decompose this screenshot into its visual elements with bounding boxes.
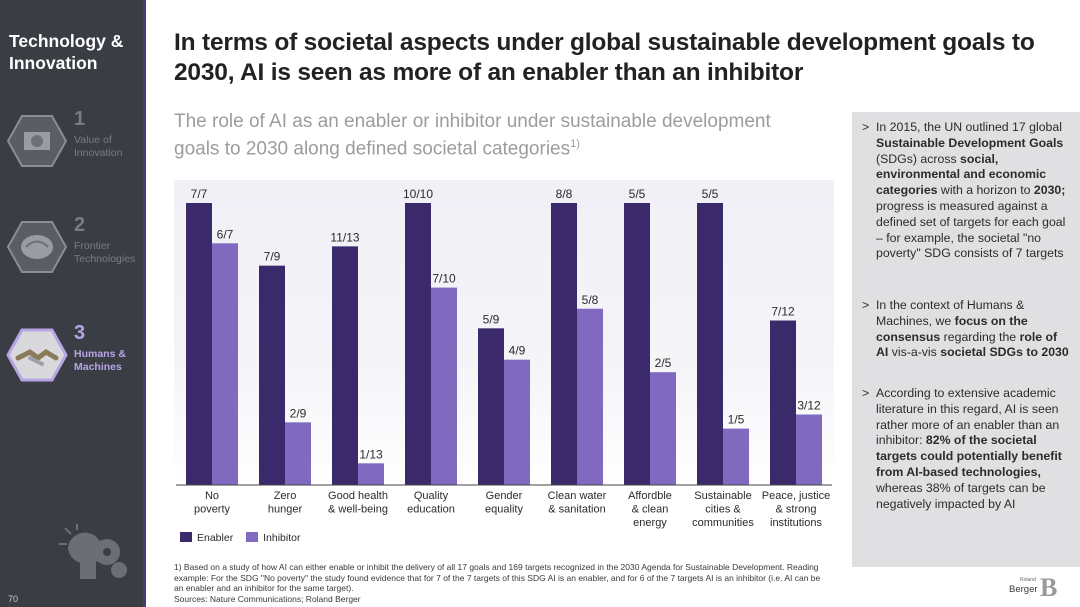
data-label: 10/10 <box>403 187 433 201</box>
footnote: 1) Based on a study of how AI can either… <box>174 562 824 604</box>
handshake-hexagon-icon <box>6 328 68 382</box>
category-label: Quality education <box>407 490 455 516</box>
bullet-text: According to extensive academic literatu… <box>876 386 1062 511</box>
sidebar-item-number: 1 <box>74 108 86 130</box>
data-label: 5/5 <box>629 187 646 201</box>
brain-hexagon-icon <box>6 221 68 273</box>
legend-swatch <box>246 532 259 542</box>
bar-enabler <box>259 265 285 485</box>
logo-mark: B <box>1040 573 1058 602</box>
category-label: No poverty <box>194 490 231 516</box>
bar-inhibitor <box>504 359 530 485</box>
bar-enabler <box>405 203 431 485</box>
footnote-text: 1) Based on a study of how AI can either… <box>174 562 821 593</box>
data-label: 5/5 <box>702 187 719 201</box>
data-label: 1/13 <box>359 447 383 461</box>
category-label: Affordble & clean energy <box>628 490 672 529</box>
sidebar-item-label: Humans & Machines <box>74 348 126 373</box>
innovation-hexagon-icon <box>6 115 68 167</box>
sidebar-item-number: 2 <box>74 214 86 236</box>
bar-enabler <box>478 328 504 485</box>
sidebar-item-humans-machines[interactable]: 3 Humans & Machines <box>0 322 143 392</box>
sidebar-item-label: Value of Innovation <box>74 134 123 159</box>
data-label: 7/12 <box>771 305 795 319</box>
lightbulb-gear-icon <box>59 524 127 579</box>
bar-enabler <box>551 203 577 485</box>
bar-inhibitor <box>796 414 822 485</box>
page-title: In terms of societal aspects under globa… <box>174 29 1035 86</box>
bullet-arrow: > <box>862 386 870 400</box>
chart-subtitle: The role of AI as an enabler or inhibito… <box>174 110 814 160</box>
bullet-arrow: > <box>862 298 870 312</box>
data-label: 3/12 <box>797 399 821 413</box>
sidebar-title: Technology & Innovation <box>9 31 124 73</box>
data-label: 5/9 <box>483 312 500 326</box>
sidebar-item-number: 3 <box>74 322 86 344</box>
bar-inhibitor <box>212 243 238 485</box>
data-label: 1/5 <box>728 413 745 427</box>
bar-inhibitor <box>285 422 311 485</box>
data-label: 11/13 <box>330 230 359 244</box>
page-number: 70 <box>8 594 19 604</box>
data-label: 5/8 <box>582 293 599 307</box>
legend-item-inhibitor: Inhibitor <box>246 532 300 544</box>
data-label: 8/8 <box>556 187 573 201</box>
info-bullet: > In the context of Humans & Machines, we… <box>862 298 1072 361</box>
sidebar-item-value-of-innovation[interactable]: 1 Value of Innovation <box>0 108 143 178</box>
category-label: Good health & well-being <box>328 490 388 516</box>
sidebar-accent-line <box>143 0 146 607</box>
legend-label: Enabler <box>197 532 234 544</box>
bar-inhibitor <box>358 463 384 485</box>
data-label: 6/7 <box>217 227 234 241</box>
data-label: 2/5 <box>655 356 672 370</box>
bar-enabler <box>770 320 796 485</box>
data-label: 7/10 <box>432 272 456 286</box>
legend-label: Inhibitor <box>263 532 301 544</box>
category-label: Clean water & sanitation <box>548 490 607 516</box>
bar-inhibitor <box>431 287 457 485</box>
data-label: 7/9 <box>264 250 281 264</box>
chart-legend: Enabler Inhibitor <box>180 532 310 544</box>
category-label: Gender equality <box>485 490 523 516</box>
bullet-text: In 2015, the UN outlined 17 global Susta… <box>876 120 1066 261</box>
footnote-mark: 1) <box>570 138 580 150</box>
chart-subtitle-text: The role of AI as an enabler or inhibito… <box>174 111 771 160</box>
data-label: 2/9 <box>290 406 307 420</box>
sources-text: Sources: Nature Communications; Roland B… <box>174 593 361 604</box>
bar-inhibitor <box>723 428 749 485</box>
category-label: Zero hunger <box>268 490 303 516</box>
bullet-text: In the context of Humans & Machines, we … <box>876 298 1069 360</box>
info-panel: > In 2015, the UN outlined 17 global Sust… <box>852 112 1080 567</box>
bar-enabler <box>697 203 723 485</box>
legend-item-enabler: Enabler <box>180 532 233 544</box>
category-label: Peace, justice & strong institutions <box>762 490 830 529</box>
bullet-arrow: > <box>862 120 870 134</box>
info-bullet: > In 2015, the UN outlined 17 global Sust… <box>862 120 1072 262</box>
data-label: 7/7 <box>191 187 208 201</box>
logo-word: Berger <box>1009 584 1038 595</box>
category-label: Sustainable cities & communities <box>692 490 754 529</box>
logo-small-text: Roland <box>1020 577 1036 583</box>
bar-enabler <box>186 203 212 485</box>
info-bullet: > According to extensive academic literat… <box>862 386 1072 512</box>
sidebar: Technology & Innovation 1 Value of Innov… <box>0 0 143 607</box>
sidebar-item-label: Frontier Technologies <box>74 240 136 265</box>
bar-enabler <box>624 203 650 485</box>
data-label: 4/9 <box>509 344 526 358</box>
bar-inhibitor <box>650 372 676 485</box>
legend-swatch <box>180 532 192 542</box>
sidebar-item-frontier-technologies[interactable]: 2 Frontier Technologies <box>0 214 143 284</box>
bar-inhibitor <box>577 308 603 485</box>
bar-enabler <box>332 246 358 485</box>
